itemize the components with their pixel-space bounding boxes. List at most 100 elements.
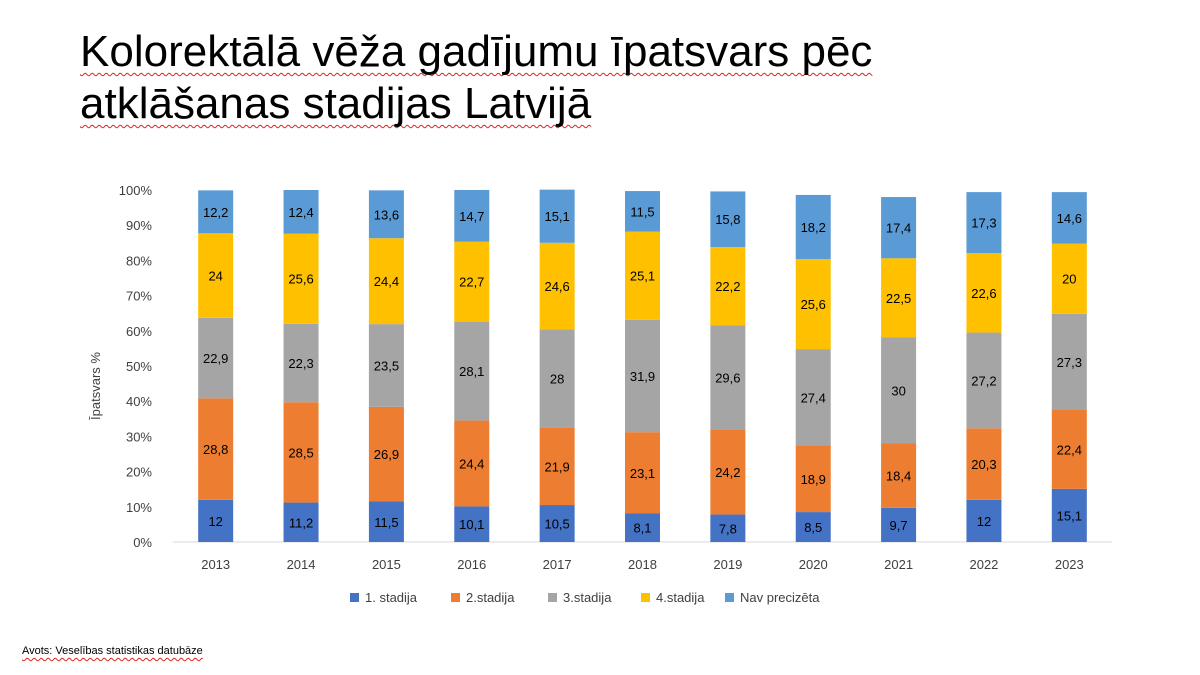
data-label: 8,1 — [633, 521, 651, 536]
data-label: 24,4 — [374, 274, 399, 289]
y-tick-label: 10% — [126, 500, 152, 515]
bar-segment-1-2014 — [283, 502, 319, 542]
x-tick-label: 2021 — [884, 557, 913, 572]
bar-segment-2-2014 — [283, 402, 319, 503]
y-tick-label: 80% — [126, 253, 152, 268]
bar-segment-5-2018 — [625, 191, 660, 232]
x-tick-label: 2019 — [713, 557, 742, 572]
data-label: 20 — [1062, 272, 1076, 287]
bar-segment-3-2017 — [539, 329, 575, 428]
x-tick-label: 2017 — [543, 557, 572, 572]
bar-segment-2-2017 — [539, 427, 575, 506]
y-tick-label: 20% — [126, 465, 152, 480]
bar-segment-3-2023 — [1051, 313, 1087, 410]
stacked-bar-chart: 0% 10% 20% 30% 40% 50% 60% 70% 80% 90% 100% Īpatsva… — [88, 183, 1112, 605]
legend-swatch — [641, 593, 650, 602]
x-tick-label: 2022 — [969, 557, 998, 572]
data-label: 11,2 — [289, 515, 313, 530]
legend-label: 4.stadija — [656, 590, 705, 605]
x-tick-label: 2016 — [457, 557, 486, 572]
bar-segment-4-2021 — [881, 258, 917, 338]
data-label: 27,4 — [801, 390, 826, 405]
bar-segment-1-2021 — [881, 507, 917, 542]
y-tick-label: 60% — [126, 324, 152, 339]
y-tick-label: 90% — [126, 218, 152, 233]
bar-segment-5-2019 — [710, 191, 746, 248]
y-tick-label: 50% — [126, 359, 152, 374]
bar-segment-1-2019 — [710, 514, 746, 542]
legend-swatch — [548, 593, 557, 602]
data-label: 15,1 — [1057, 508, 1082, 523]
bar-segment-5-2020 — [795, 194, 831, 259]
x-tick-label: 2013 — [201, 557, 230, 572]
y-tick-label: 100% — [119, 183, 153, 198]
y-tick-label: 70% — [126, 289, 152, 304]
legend-label: 2.stadija — [466, 590, 515, 605]
y-axis-title: Īpatsvars % — [88, 352, 103, 420]
legend-swatch — [350, 593, 359, 602]
data-label: 25,6 — [288, 272, 313, 287]
data-label: 11,5 — [374, 515, 398, 530]
data-label: 24 — [208, 269, 222, 284]
bar-segment-1-2016 — [454, 506, 490, 542]
bar-segment-4-2017 — [539, 242, 575, 330]
bar-segment-3-2014 — [283, 323, 319, 403]
bar-segment-2-2021 — [881, 443, 917, 508]
data-label: 8,5 — [804, 520, 822, 535]
data-label: 31,9 — [630, 369, 655, 384]
data-label: 23,1 — [630, 466, 655, 481]
bar-segment-5-2015 — [368, 190, 404, 239]
bar-segment-4-2019 — [710, 247, 746, 326]
data-label: 26,9 — [374, 447, 399, 462]
bar-segment-2-2022 — [966, 428, 1002, 500]
bar-segment-2-2019 — [710, 429, 746, 515]
bar-segment-2-2023 — [1051, 410, 1087, 489]
data-label: 13,6 — [374, 207, 399, 222]
data-label: 30 — [891, 383, 905, 398]
data-label: 22,2 — [715, 279, 740, 294]
x-tick-label: 2020 — [799, 557, 828, 572]
data-label: 17,3 — [971, 216, 996, 231]
data-label: 11,5 — [630, 204, 654, 219]
data-label: 12,4 — [288, 205, 313, 220]
bar-segment-3-2015 — [368, 324, 404, 407]
y-tick-label: 0% — [133, 535, 152, 550]
bar-segment-5-2022 — [966, 192, 1002, 254]
bar-segment-5-2021 — [881, 197, 917, 259]
x-tick-label: 2018 — [628, 557, 657, 572]
bar-segment-1-2023 — [1051, 488, 1087, 542]
x-tick-label: 2023 — [1055, 557, 1084, 572]
x-tick-label: 2014 — [287, 557, 316, 572]
bar-segment-4-2014 — [283, 233, 319, 324]
data-label: 22,7 — [459, 275, 484, 290]
data-label: 14,6 — [1057, 211, 1082, 226]
bar-segment-5-2017 — [539, 189, 575, 243]
source-note: Avots: Veselības statistikas datubāze — [22, 645, 203, 657]
legend-swatch — [451, 593, 460, 602]
data-label: 27,2 — [971, 373, 996, 388]
bar-segment-3-2022 — [966, 332, 1002, 429]
bar-segment-2-2016 — [454, 420, 490, 507]
data-label: 25,1 — [630, 269, 655, 284]
data-label: 17,4 — [886, 221, 911, 236]
data-label: 29,6 — [715, 370, 740, 385]
data-label: 27,3 — [1057, 355, 1082, 370]
bar-segment-3-2020 — [795, 349, 831, 446]
bar-segment-5-2014 — [283, 190, 319, 234]
chart-title: Kolorektālā vēža gadījumu īpatsvars pēc … — [80, 26, 1080, 130]
bar-segment-1-2015 — [368, 501, 404, 542]
data-label: 15,1 — [544, 209, 569, 224]
data-label: 22,5 — [886, 291, 911, 306]
legend-label: 3.stadija — [563, 590, 612, 605]
data-label: 21,9 — [544, 459, 569, 474]
data-label: 24,6 — [544, 279, 569, 294]
x-tick-label: 2015 — [372, 557, 401, 572]
data-label: 22,4 — [1057, 442, 1082, 457]
bar-segment-3-2018 — [625, 319, 660, 433]
bar-segment-5-2013 — [198, 190, 234, 234]
data-label: 18,4 — [886, 468, 911, 483]
y-tick-label: 30% — [126, 429, 152, 444]
data-label: 12 — [977, 514, 991, 529]
data-label: 22,3 — [288, 356, 313, 371]
bar-segment-3-2016 — [454, 321, 490, 421]
